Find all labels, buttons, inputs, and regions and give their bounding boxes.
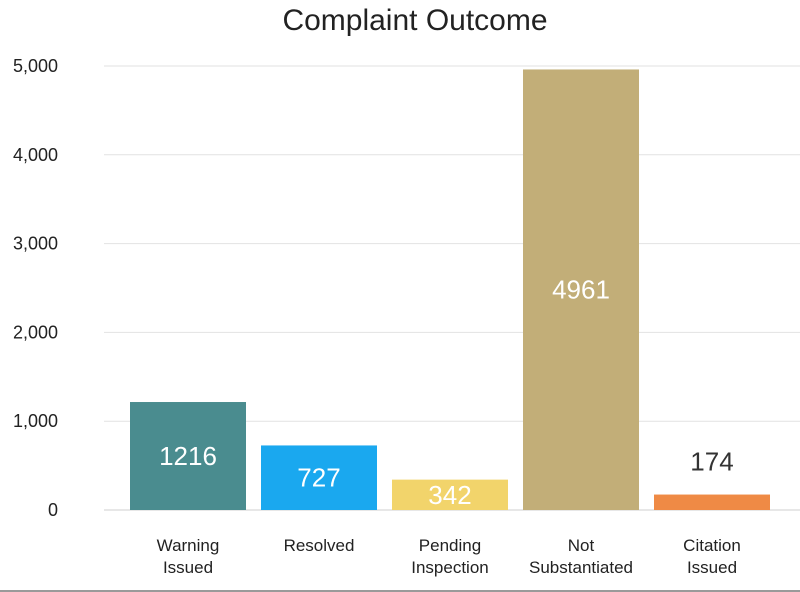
- y-tick-label: 2,000: [13, 322, 58, 342]
- x-tick-label: Pending Inspection: [411, 536, 489, 577]
- y-axis: 0 1,000 2,000 3,000 4,000 5,000: [13, 56, 58, 520]
- data-label: 4961: [552, 275, 610, 305]
- data-label: 174: [690, 447, 733, 477]
- bar: [654, 494, 770, 510]
- bar: [130, 402, 246, 510]
- x-axis: Warning Issued Resolved Pending Inspection No…: [157, 536, 741, 577]
- x-tick-label: Warning Issued: [157, 536, 220, 577]
- y-tick-label: 0: [48, 500, 58, 520]
- chart-title: Complaint Outcome: [282, 4, 547, 37]
- y-tick-label: 5,000: [13, 56, 58, 76]
- y-tick-label: 1,000: [13, 411, 58, 431]
- bar: [261, 445, 377, 510]
- data-label: 1216: [159, 441, 217, 471]
- data-label: 342: [428, 480, 471, 510]
- data-label: 727: [297, 463, 340, 493]
- x-tick-label: Resolved: [284, 536, 355, 555]
- bar: [523, 69, 639, 511]
- x-tick-label: Not Substantiated: [529, 536, 633, 577]
- y-tick-label: 3,000: [13, 234, 58, 254]
- x-tick-label: Citation Issued: [683, 536, 741, 577]
- bar: [392, 479, 508, 510]
- y-tick-label: 4,000: [13, 145, 58, 165]
- bars: 1216 727 342 4961 174: [130, 69, 770, 511]
